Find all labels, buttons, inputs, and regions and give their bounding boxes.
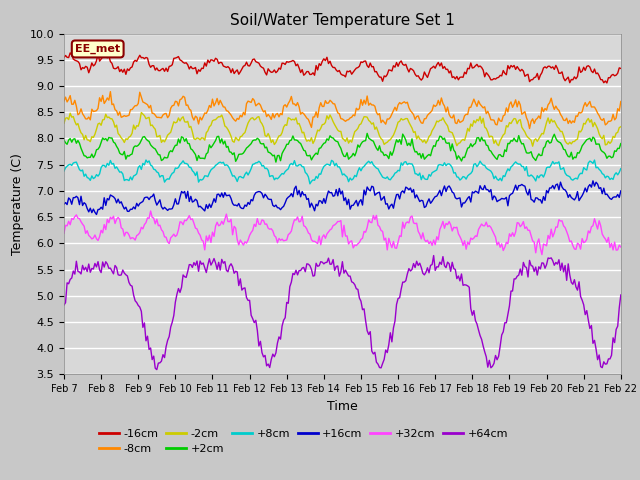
+8cm	[617, 166, 625, 171]
+8cm	[60, 168, 68, 174]
-8cm	[410, 112, 417, 118]
-8cm	[379, 117, 387, 123]
-8cm	[397, 101, 405, 107]
-2cm	[60, 120, 68, 126]
-8cm	[552, 103, 559, 109]
+2cm	[552, 135, 559, 141]
+64cm	[60, 302, 68, 308]
-16cm	[603, 80, 611, 86]
+32cm	[410, 220, 417, 226]
+8cm	[306, 181, 314, 187]
+8cm	[552, 160, 559, 166]
+2cm	[412, 149, 419, 155]
Line: -16cm: -16cm	[64, 53, 621, 83]
-2cm	[379, 137, 387, 143]
+8cm	[165, 176, 173, 182]
-16cm	[410, 68, 417, 73]
+64cm	[397, 287, 405, 292]
+16cm	[379, 196, 387, 202]
+8cm	[380, 175, 388, 181]
+16cm	[550, 186, 558, 192]
Line: +2cm: +2cm	[64, 133, 621, 162]
+8cm	[76, 167, 83, 172]
Text: EE_met: EE_met	[75, 44, 120, 54]
Legend: -16cm, -8cm, -2cm, +2cm, +8cm, +16cm, +32cm, +64cm: -16cm, -8cm, -2cm, +2cm, +8cm, +16cm, +3…	[95, 424, 513, 459]
+32cm	[379, 228, 387, 234]
-16cm	[550, 67, 558, 72]
+64cm	[552, 260, 559, 265]
+32cm	[552, 224, 559, 230]
+32cm	[76, 216, 83, 221]
Line: -2cm: -2cm	[64, 112, 621, 146]
-2cm	[552, 121, 559, 127]
Line: -8cm: -8cm	[64, 92, 621, 129]
-2cm	[397, 116, 405, 121]
+16cm	[165, 206, 173, 212]
-8cm	[106, 89, 115, 95]
Y-axis label: Temperature (C): Temperature (C)	[11, 153, 24, 255]
-16cm	[60, 55, 68, 60]
+2cm	[60, 137, 68, 143]
-16cm	[397, 58, 405, 64]
+2cm	[76, 140, 83, 146]
-8cm	[60, 98, 68, 104]
-16cm	[379, 78, 387, 84]
+64cm	[379, 360, 387, 366]
-8cm	[76, 110, 83, 116]
+16cm	[397, 190, 405, 195]
+16cm	[93, 212, 100, 217]
Line: +32cm: +32cm	[64, 211, 621, 254]
-2cm	[410, 130, 417, 135]
+32cm	[147, 208, 154, 214]
-2cm	[138, 109, 145, 115]
-16cm	[67, 50, 74, 56]
+2cm	[399, 131, 406, 137]
+2cm	[364, 131, 371, 136]
Line: +64cm: +64cm	[64, 255, 621, 370]
+16cm	[617, 188, 625, 194]
+2cm	[272, 159, 280, 165]
-2cm	[617, 124, 625, 130]
-2cm	[76, 126, 83, 132]
+32cm	[60, 230, 68, 236]
+16cm	[589, 178, 597, 184]
+32cm	[538, 252, 546, 257]
+32cm	[617, 244, 625, 250]
-16cm	[77, 67, 85, 72]
+8cm	[399, 162, 406, 168]
+2cm	[380, 153, 388, 158]
-16cm	[165, 63, 173, 69]
-8cm	[525, 126, 533, 132]
-8cm	[165, 113, 173, 119]
Title: Soil/Water Temperature Set 1: Soil/Water Temperature Set 1	[230, 13, 455, 28]
-2cm	[165, 131, 173, 136]
+64cm	[430, 252, 438, 258]
+64cm	[410, 261, 417, 266]
Line: +16cm: +16cm	[64, 181, 621, 215]
+8cm	[142, 157, 150, 163]
X-axis label: Time: Time	[327, 400, 358, 413]
+64cm	[76, 269, 83, 275]
+32cm	[165, 240, 173, 246]
+32cm	[397, 234, 405, 240]
-8cm	[617, 99, 625, 105]
+64cm	[617, 292, 625, 298]
+64cm	[165, 334, 173, 339]
Line: +8cm: +8cm	[64, 160, 621, 184]
+2cm	[617, 141, 625, 146]
+8cm	[412, 171, 419, 177]
+2cm	[164, 155, 172, 160]
-2cm	[529, 144, 536, 149]
-16cm	[617, 66, 625, 72]
+16cm	[76, 202, 83, 207]
+16cm	[410, 187, 417, 192]
+64cm	[153, 367, 161, 372]
+16cm	[60, 201, 68, 207]
